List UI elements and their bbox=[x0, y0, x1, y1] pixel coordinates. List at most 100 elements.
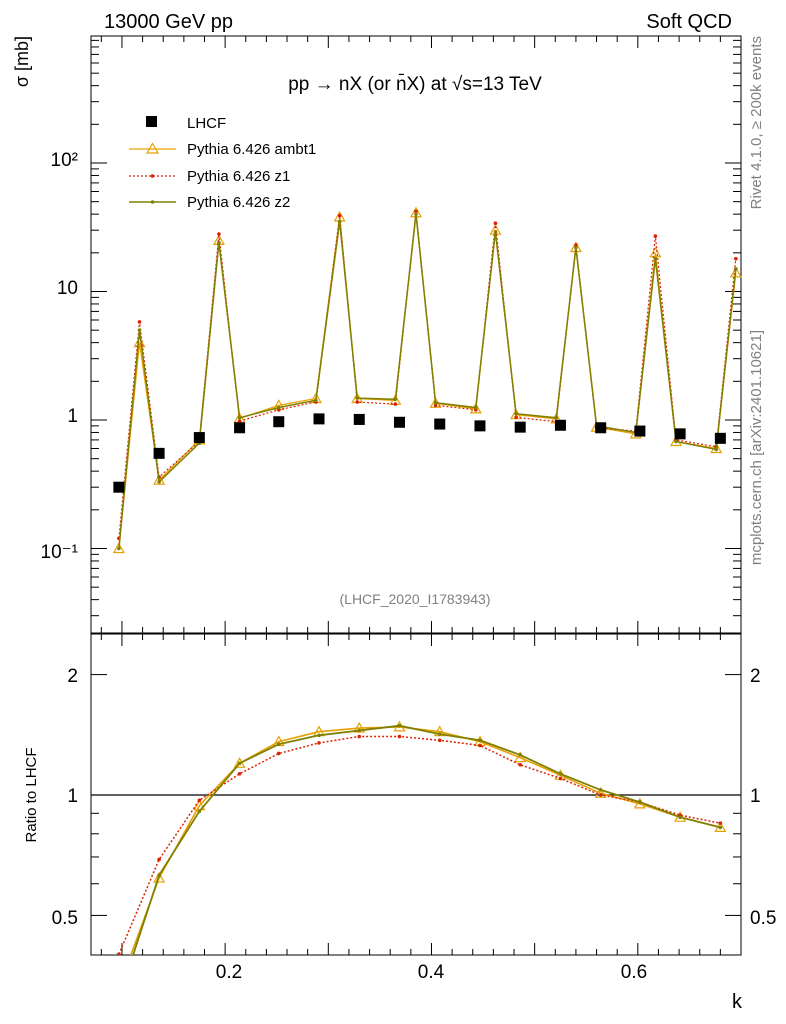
ratio-point-z2 bbox=[437, 732, 442, 736]
plot-title: pp → nX (or n̄X) at √s=13 TeV bbox=[288, 74, 542, 95]
ratio-y-tick-1-left: 1 bbox=[67, 786, 78, 807]
x-tick-label-0.2: 0.2 bbox=[216, 962, 242, 983]
legend-marker-lhcf bbox=[146, 116, 157, 127]
y-axis-label: σ [mb] bbox=[12, 36, 32, 87]
ratio-point-z1 bbox=[558, 776, 563, 781]
main-panel: σ [mb] pp → nX (or n̄X) at √s=13 TeV 1 1… bbox=[12, 35, 742, 634]
ratio-point-z1 bbox=[518, 762, 523, 767]
series-line-z2 bbox=[118, 214, 737, 549]
point-z1 bbox=[514, 415, 518, 420]
ratio-y-tick-2-left: 2 bbox=[67, 666, 78, 687]
ratio-line-ambt1 bbox=[130, 726, 721, 955]
point-LHCF bbox=[674, 428, 686, 440]
point-z2 bbox=[714, 447, 719, 452]
point-z1 bbox=[574, 243, 578, 247]
ratio-point-ambt1 bbox=[594, 787, 607, 798]
x-tick-label-0.4: 0.4 bbox=[418, 962, 445, 983]
y-tick-label-100: 10² bbox=[51, 150, 78, 171]
point-z1 bbox=[217, 232, 221, 236]
x-axis-label: k bbox=[732, 991, 743, 1013]
ratio-point-z1 bbox=[598, 793, 603, 797]
ratio-point-z1 bbox=[157, 857, 161, 862]
series-line-ambt1 bbox=[118, 212, 737, 549]
ratio-y-axis-label: Ratio to LHCF bbox=[23, 747, 40, 842]
point-z2 bbox=[217, 240, 221, 245]
ratio-y-tick-0.5-right: 0.5 bbox=[750, 908, 776, 929]
ratio-panel: Ratio to LHCF 2 1 0.5 2 1 0.5 0.2 0.4 0.… bbox=[23, 633, 776, 1013]
ratio-point-z2 bbox=[117, 997, 121, 1001]
point-z2 bbox=[393, 397, 398, 402]
ratio-point-z1 bbox=[718, 821, 723, 826]
point-z1 bbox=[653, 234, 658, 238]
point-LHCF bbox=[554, 419, 566, 431]
legend-marker-z2 bbox=[150, 200, 155, 204]
point-ambt1 bbox=[729, 266, 742, 278]
ratio-point-z1 bbox=[276, 751, 281, 756]
ratio-point-z2 bbox=[678, 815, 682, 820]
point-LHCF bbox=[434, 418, 446, 430]
ratio-point-z1 bbox=[478, 743, 482, 748]
point-z2 bbox=[433, 401, 438, 405]
point-LHCF bbox=[234, 422, 246, 434]
ratio-point-z2 bbox=[598, 788, 603, 792]
ratio-point-z1 bbox=[197, 798, 202, 803]
y-tick-label-10: 10 bbox=[57, 278, 78, 299]
point-z2 bbox=[355, 396, 359, 400]
point-LHCF bbox=[313, 413, 325, 425]
point-z1 bbox=[493, 221, 498, 226]
ratio-point-ambt1 bbox=[514, 751, 527, 763]
point-LHCF bbox=[393, 416, 405, 428]
ratio-point-z2 bbox=[276, 742, 281, 746]
point-z1 bbox=[734, 256, 738, 261]
ratio-plot-area bbox=[114, 720, 727, 1001]
ratio-point-z2 bbox=[317, 733, 321, 738]
point-z2 bbox=[653, 256, 658, 261]
point-z2 bbox=[674, 439, 678, 444]
point-z2 bbox=[493, 230, 498, 234]
ratio-point-z1 bbox=[357, 734, 362, 739]
point-z2 bbox=[474, 405, 478, 410]
ratio-y-tick-1-right: 1 bbox=[750, 786, 761, 807]
rivet-label: Rivet 4.1.0, ≥ 200k events bbox=[748, 36, 765, 209]
point-ambt1 bbox=[669, 435, 683, 447]
point-LHCF bbox=[153, 447, 165, 459]
point-LHCF bbox=[514, 421, 526, 433]
mcplots-label: mcplots.cern.ch [arXiv:2401.10621] bbox=[748, 330, 765, 565]
point-ambt1 bbox=[469, 402, 482, 414]
y-tick-label-1: 1 bbox=[67, 406, 78, 427]
series-line-z1 bbox=[118, 211, 737, 539]
ratio-point-z2 bbox=[237, 761, 242, 766]
point-z2 bbox=[734, 267, 738, 271]
ratio-point-z2 bbox=[357, 728, 362, 733]
ratio-point-z2 bbox=[478, 738, 482, 743]
legend-marker-z1 bbox=[150, 174, 155, 178]
point-z1 bbox=[355, 400, 359, 404]
ratio-point-z1 bbox=[117, 952, 121, 955]
point-z1 bbox=[137, 320, 142, 324]
point-z1 bbox=[237, 419, 242, 423]
point-LHCF bbox=[474, 420, 486, 432]
ratio-point-z2 bbox=[397, 723, 402, 728]
point-z1 bbox=[393, 402, 398, 406]
main-ticks bbox=[91, 36, 742, 633]
legend-label-z2: Pythia 6.426 z2 bbox=[187, 194, 290, 211]
ratio-point-ambt1 bbox=[114, 983, 124, 992]
point-z2 bbox=[237, 416, 242, 420]
header-left: 13000 GeV pp bbox=[104, 11, 233, 33]
header-right: Soft QCD bbox=[646, 11, 732, 33]
point-LHCF bbox=[273, 416, 285, 428]
y-tick-label-0.1: 10⁻¹ bbox=[41, 542, 79, 563]
ratio-point-z2 bbox=[558, 771, 563, 776]
ratio-point-z2 bbox=[718, 825, 723, 830]
point-LHCF bbox=[353, 413, 365, 425]
point-z2 bbox=[554, 416, 559, 420]
point-ambt1 bbox=[649, 246, 662, 258]
legend-label-z1: Pythia 6.426 z1 bbox=[187, 168, 290, 185]
point-z1 bbox=[337, 213, 342, 218]
ratio-point-z1 bbox=[237, 771, 242, 776]
point-z2 bbox=[157, 480, 161, 484]
ratio-point-z2 bbox=[518, 753, 523, 757]
main-frame bbox=[90, 35, 742, 634]
point-z2 bbox=[574, 245, 578, 250]
